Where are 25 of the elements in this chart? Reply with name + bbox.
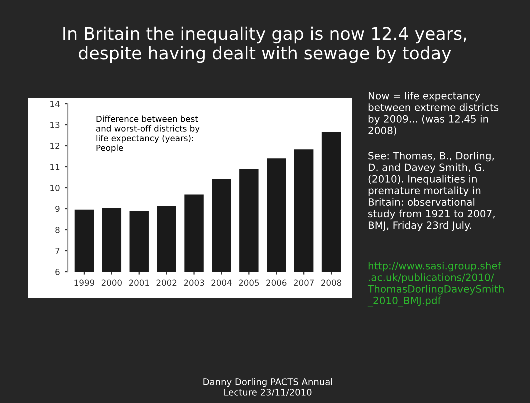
y-tick-label: 11 <box>50 164 60 170</box>
x-tick-label: 2004 <box>212 280 232 286</box>
y-tick-label: 13 <box>50 122 60 128</box>
y-tick-label: 7 <box>56 248 60 254</box>
x-tick-label: 1999 <box>74 280 94 286</box>
x-tick-label: 2002 <box>156 280 177 286</box>
x-tick-label: 2008 <box>322 280 342 286</box>
annotation: Difference between best and worst-off districts by life expectancy (years): People <box>96 116 200 153</box>
chart-title: In Britain the inequality gap is now 12.4 years, despite having dealt with sewage by today <box>64 26 466 64</box>
x-tick-label: 2007 <box>294 280 314 286</box>
y-tick-label: 10 <box>50 184 60 192</box>
y-tick-label: 8 <box>56 226 60 234</box>
x-tick-label: 2005 <box>239 280 260 286</box>
x-tick-label: 2000 <box>102 280 122 286</box>
x-tick-label: 2006 <box>266 280 287 286</box>
y-tick-label: 9 <box>56 206 60 212</box>
x-tick-label: 2001 <box>129 280 150 286</box>
text: See: Thomas, B., Dorling, D. and Davey Smith, G. (2010). Inequalities in premature mortality in Britain: observational study from 1921 to 2007, BMJ, Friday 23rd July. <box>368 152 495 232</box>
text: Danny Dorling PACTS Annual Lecture 23/11/2010 <box>204 378 332 397</box>
y-tick-label: 14 <box>50 101 60 108</box>
text: Now = life expectancy between extreme districts by 2009... (was 12.45 in 2008) <box>368 92 499 136</box>
y-tick-label: 12 <box>50 142 60 150</box>
text: http://www.sasi.group.shef .ac.uk/publications/2010/ ThomasDorlingDaveySmith _2010_BMJ.pdf <box>368 262 504 307</box>
x-tick-label: 2003 <box>184 280 204 286</box>
y-tick-label: 6 <box>56 268 60 276</box>
